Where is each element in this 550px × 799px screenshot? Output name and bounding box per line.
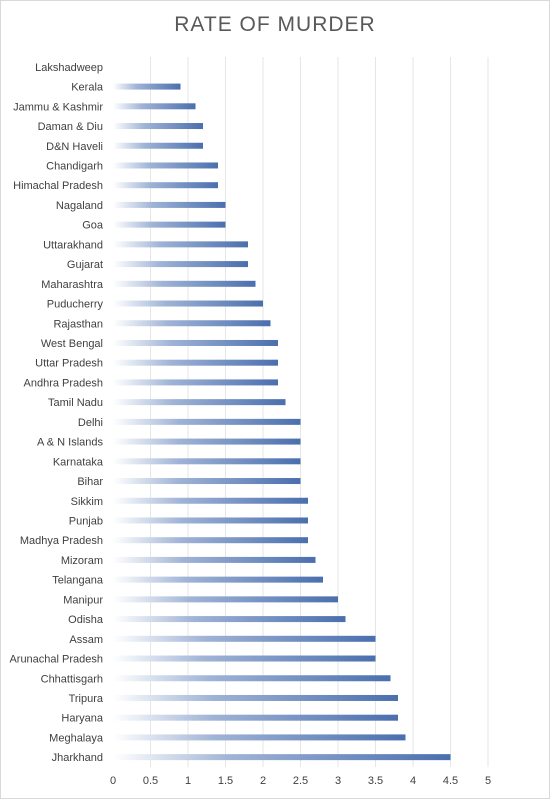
x-tick-label: 1.5 (218, 775, 233, 787)
category-label: Arunachal Pradesh (9, 654, 103, 666)
category-label: Odisha (68, 614, 104, 626)
category-label: Himachal Pradesh (13, 180, 103, 192)
bar (113, 280, 256, 287)
bar (113, 418, 301, 425)
category-label: Manipur (63, 594, 103, 606)
bar (113, 714, 398, 721)
category-label: Goa (82, 220, 104, 232)
x-tick-label: 2 (260, 775, 266, 787)
category-label: West Bengal (41, 338, 103, 350)
category-label: Rajasthan (53, 318, 103, 330)
category-label: Delhi (78, 417, 103, 429)
bar (113, 694, 398, 701)
bar (113, 379, 278, 386)
category-label: Chhattisgarh (41, 673, 103, 685)
category-label: Bihar (77, 476, 103, 488)
bar (113, 399, 286, 406)
gridlines (150, 57, 489, 767)
category-label: Uttarakhand (43, 239, 103, 251)
x-tick-label: 0 (110, 775, 116, 787)
x-tick-label: 1 (185, 775, 191, 787)
category-label: Gujarat (67, 259, 103, 271)
x-tick-label: 3 (335, 775, 341, 787)
category-label: Kerala (71, 82, 104, 94)
x-tick-label: 4 (410, 775, 416, 787)
x-tick-label: 5 (485, 775, 491, 787)
bar (113, 438, 301, 445)
bar (113, 241, 248, 248)
bar (113, 497, 308, 504)
category-axis: Lakshadweep Kerala Jammu & Kashmir Daman & … (9, 62, 103, 764)
category-label: Maharashtra (41, 279, 104, 291)
category-label: Karnataka (53, 456, 104, 468)
value-axis: 0 0.5 1 1.5 2 2.5 3 3.5 4 4.5 5 (110, 775, 491, 787)
bar (113, 596, 338, 603)
category-label: D&N Haveli (46, 141, 103, 153)
category-label: Sikkim (71, 496, 103, 508)
bar (113, 734, 406, 741)
bar (113, 320, 271, 327)
bar (113, 201, 226, 208)
bar (113, 556, 316, 563)
category-label: Chandigarh (46, 160, 103, 172)
bar (113, 478, 301, 485)
category-label: Tamil Nadu (48, 397, 103, 409)
category-label: Telangana (52, 575, 104, 587)
bar (113, 83, 181, 90)
bar (113, 123, 203, 130)
bar (113, 142, 203, 149)
bar (113, 537, 308, 544)
bar (113, 182, 218, 189)
x-tick-label: 2.5 (293, 775, 308, 787)
category-label: Lakshadweep (35, 62, 103, 74)
category-label: Daman & Diu (38, 121, 103, 133)
bar (113, 635, 376, 642)
bar (113, 339, 278, 346)
bar (113, 517, 308, 524)
bar (113, 300, 263, 307)
category-label: Haryana (61, 713, 103, 725)
category-label: Punjab (69, 515, 103, 527)
bar (113, 458, 301, 465)
category-label: Jammu & Kashmir (13, 101, 103, 113)
bar (113, 261, 248, 268)
category-label: Puducherry (47, 299, 104, 311)
category-label: Madhya Pradesh (20, 535, 103, 547)
x-tick-label: 4.5 (443, 775, 458, 787)
category-label: Andhra Pradesh (24, 377, 104, 389)
category-label: Nagaland (56, 200, 103, 212)
bar (113, 754, 451, 761)
bars (113, 83, 451, 761)
bar (113, 221, 226, 228)
bar (113, 103, 196, 110)
category-label: Meghalaya (49, 732, 104, 744)
category-label: Mizoram (61, 555, 103, 567)
bar (113, 616, 346, 623)
category-label: Assam (69, 634, 103, 646)
bar (113, 675, 391, 682)
category-label: Tripura (69, 693, 104, 705)
bar (113, 576, 323, 583)
bar (113, 655, 376, 662)
x-tick-label: 3.5 (368, 775, 383, 787)
chart-title: RATE OF MURDER (174, 13, 376, 36)
category-label: Jharkhand (52, 752, 103, 764)
x-tick-label: 0.5 (143, 775, 158, 787)
category-label: Uttar Pradesh (35, 358, 103, 370)
bar (113, 162, 218, 169)
category-label: A & N Islands (37, 437, 104, 449)
bar (113, 359, 278, 366)
